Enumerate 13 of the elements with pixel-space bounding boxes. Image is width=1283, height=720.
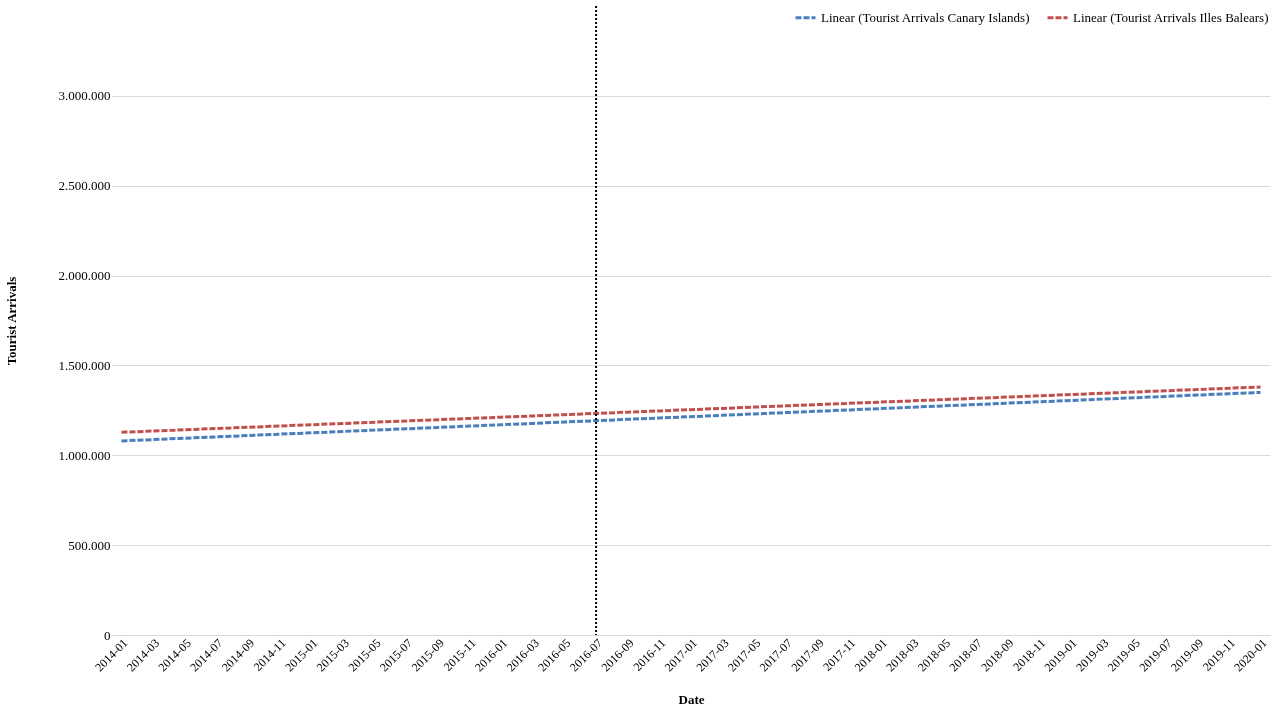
line-series — [119, 390, 1263, 443]
y-tick-label: 3.000.000 — [58, 88, 111, 104]
y-tick-label: 500.000 — [68, 537, 111, 553]
y-tick-label: 2.000.000 — [58, 268, 111, 284]
y-tick-label: 0 — [104, 627, 111, 643]
legend-label: Linear (Tourist Arrivals Illes Balears) — [1073, 9, 1269, 25]
y-tick-label: 1.000.000 — [58, 447, 111, 463]
y-axis-title: Tourist Arrivals — [3, 276, 19, 366]
legend-label: Linear (Tourist Arrivals Canary Islands) — [821, 9, 1030, 25]
line-series — [119, 385, 1263, 434]
y-tick-label: 2.500.000 — [58, 178, 111, 194]
x-axis-title: Date — [678, 691, 705, 707]
y-tick-label: 1.500.000 — [58, 357, 111, 373]
